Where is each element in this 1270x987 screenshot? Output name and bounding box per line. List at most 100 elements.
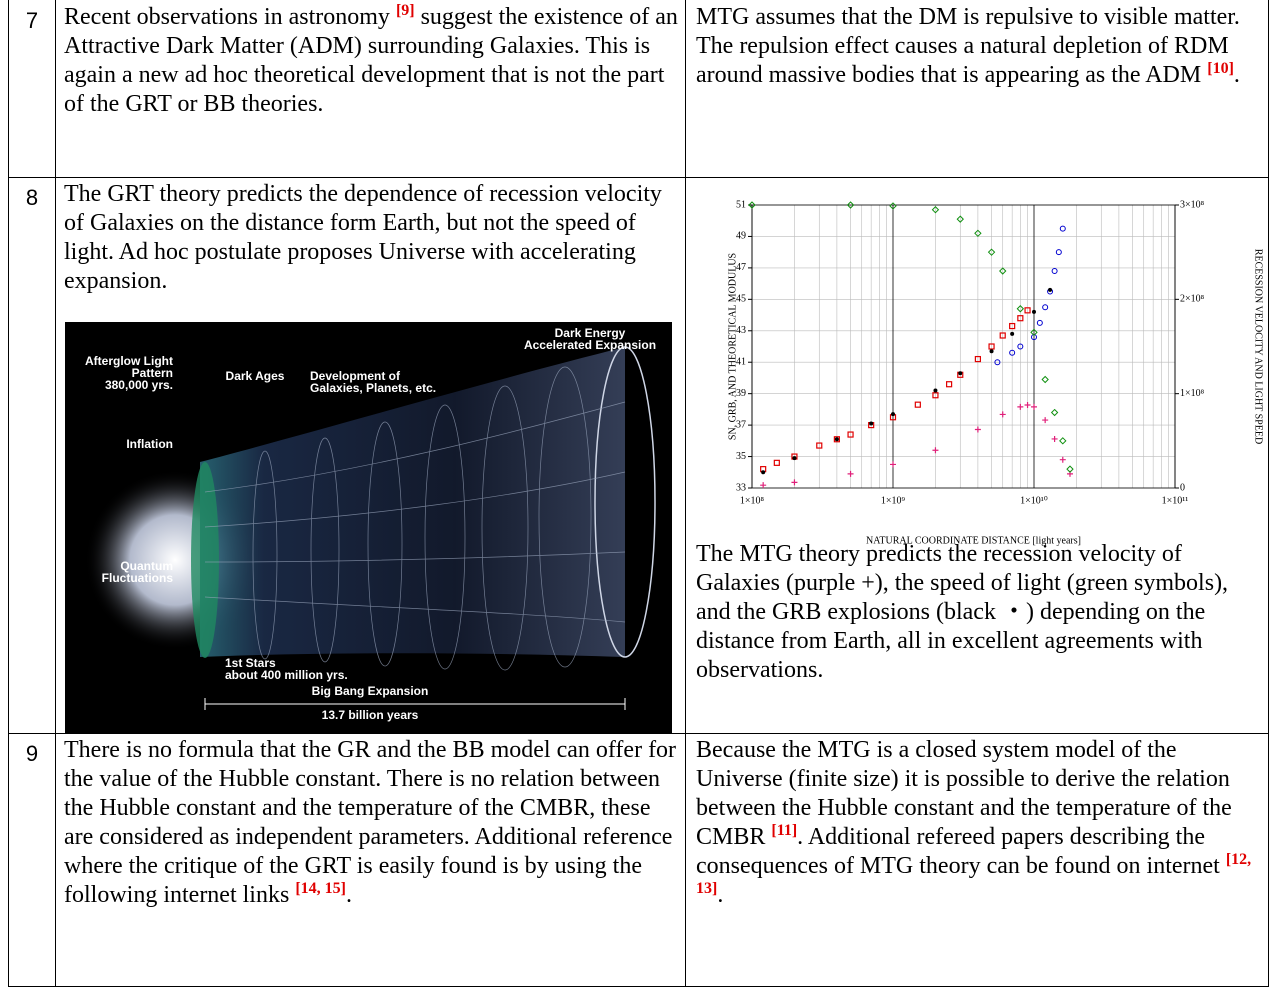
data-point [931,206,940,214]
illustration-label: 13.7 billion years [322,708,419,722]
data-point [974,426,981,433]
illustration-label: Inflation [126,437,173,451]
data-point [1041,375,1049,384]
y2-tick-label: 3×10⁸ [1180,199,1205,210]
data-point [847,431,854,438]
y-tick-label: 37 [736,419,746,430]
data-point [1042,304,1049,311]
y2-tick-label: 2×10⁸ [1180,294,1205,305]
reference: [14, 15] [295,880,346,897]
data-point [889,202,897,210]
x-tick-label: 1×10⁸ [740,495,765,506]
text-run: . [717,882,724,908]
x-tick-label: 1×10¹¹ [1162,495,1189,506]
data-point [834,437,839,442]
y-tick-label: 49 [736,231,746,242]
data-point [914,401,921,408]
data-point [869,421,874,426]
left-cell-text: The GRT theory predicts the dependence o… [64,180,679,296]
table-border [1268,0,1269,987]
data-point [1055,249,1062,256]
text-run: Recent observations in astronomy [64,4,396,30]
right-cell-text: The MTG theory predicts the recession ve… [696,540,1261,685]
text-run: . Additional refereed papers describing … [696,824,1226,879]
data-point [891,412,895,417]
y-tick-label: 41 [736,357,746,368]
right-cell-text: Because the MTG is a closed system model… [696,736,1261,910]
reference: [12, 13] [696,851,1252,897]
data-point [846,201,855,209]
data-point [988,343,995,350]
row-number: 7 [25,8,39,33]
y2-tick-label: 0 [1180,482,1185,493]
y-tick-label: 33 [736,482,746,493]
data-point [932,392,939,399]
table-border [8,733,1269,734]
illustration-label: 1st Stars [225,656,276,670]
data-point [1051,435,1058,442]
plot-frame [751,204,1176,489]
data-point [989,349,994,354]
data-point [847,470,854,477]
data-point [1042,417,1049,424]
data-point [748,201,756,209]
illustration-label: Quantum [120,559,173,573]
data-point [773,459,780,466]
reference: [9] [395,2,415,19]
text-run: . [1233,62,1240,88]
data-point [1059,437,1067,445]
data-point [974,229,982,238]
illustration-label: Dark Ages [226,369,285,383]
chart: 33 35 37 39 41 43 45 47 49 51 0 1×10⁸ 2×10⁸ 3×10⁸ 1×10… [727,199,1264,546]
data-point [1010,331,1015,336]
data-point [974,355,981,363]
illustration-label: 380,000 yrs. [105,378,173,392]
data-point [1051,268,1058,275]
data-point [1030,328,1038,337]
table-border [8,177,1269,178]
y2-tick-label: 1×10⁸ [1180,388,1205,399]
right-cell-text: MTG assumes that the DM is repulsive to … [696,3,1261,90]
data-point [933,388,938,393]
text-run: There is no formula that the GR and the … [64,737,677,908]
data-point [1024,401,1031,408]
data-point [999,267,1007,275]
data-point [1066,465,1074,473]
text-run: MTG assumes that the DM is repulsive to … [696,4,1240,88]
illustration-label: Development of [310,369,401,383]
data-point [1024,307,1031,314]
data-point [833,436,840,443]
data-point [994,359,1001,366]
data-point [987,248,996,256]
data-point [816,442,823,449]
data-point [1059,225,1066,232]
data-point [999,411,1006,418]
y-tick-label: 35 [736,451,746,462]
table-border [55,0,56,987]
illustration-label: Galaxies, Planets, etc. [310,381,436,395]
data-point [1017,343,1024,350]
x-axis-title: NATURAL COORDINATE DISTANCE [light years… [866,535,1081,546]
text-run: suggest the existence of an Attractive D… [64,4,678,117]
data-point [1050,408,1059,417]
data-point [999,332,1006,339]
data-point [1032,309,1036,314]
data-point [791,479,798,486]
data-point [1009,349,1016,356]
y2-axis-title: RECESSION VELOCITY AND LIGHT SPEED [1253,249,1264,444]
data-point [792,456,797,461]
illustration-label: about 400 million yrs. [225,668,348,682]
text-run: . [345,882,352,908]
x-tick-label: 1×10⁹ [881,495,906,506]
data-point [1009,322,1016,330]
data-point [1031,334,1037,341]
y-axis-title: SN, GRB, AND THEORETICAL MODULUS [727,253,738,440]
reference: [10] [1207,60,1234,77]
illustration-label: Pattern [132,366,173,380]
data-point [958,371,963,376]
y-tick-label: 39 [736,388,746,399]
data-point [760,482,767,489]
data-point [890,461,896,468]
text-run: Because the MTG is a closed system model… [696,737,1232,850]
